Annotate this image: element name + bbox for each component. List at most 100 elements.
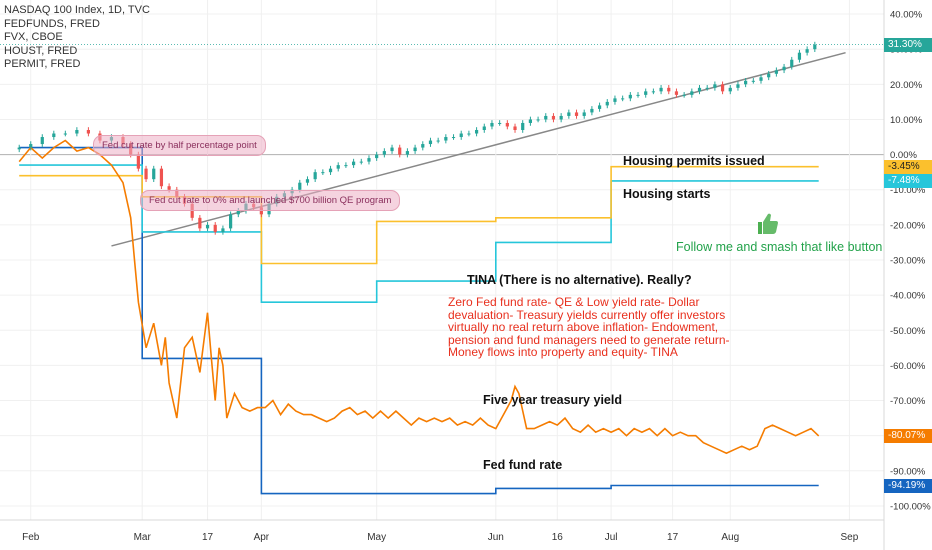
- legend-main: NASDAQ 100 Index, 1D, TVC: [4, 4, 150, 16]
- x-tick-label: Jun: [488, 532, 504, 543]
- candle-body: [597, 105, 602, 109]
- x-tick-label: 17: [202, 532, 214, 543]
- candle-body: [167, 186, 171, 190]
- candle-body: [336, 165, 340, 169]
- legend-fvx: FVX, CBOE: [4, 31, 63, 43]
- candle-body: [459, 133, 463, 138]
- candle-body: [813, 44, 817, 50]
- annotation-treasury-yield: Five year treasury yield: [483, 393, 622, 407]
- x-tick-label: 17: [667, 532, 679, 543]
- x-tick-label: May: [367, 532, 386, 543]
- legend: NASDAQ 100 Index, 1D, TVC FEDFUNDS, FRED…: [4, 4, 150, 72]
- candle-body: [444, 137, 448, 141]
- candle-body: [505, 122, 509, 127]
- candle-body: [428, 140, 433, 145]
- candle-body: [613, 98, 617, 102]
- series-line-fedfunds: [19, 146, 819, 495]
- candle-body: [759, 77, 763, 81]
- y-tick-label: -30.00%: [890, 256, 926, 267]
- x-tick-label: Sep: [841, 532, 859, 543]
- candle-body: [790, 59, 794, 67]
- candle-body: [720, 84, 725, 92]
- candle-body: [805, 49, 809, 53]
- legend-houst: HOUST, FRED: [4, 44, 78, 57]
- series-line-fvx: [18, 139, 820, 455]
- candle-body: [421, 144, 425, 148]
- price-label-fvx: -80.07%: [884, 428, 932, 443]
- candle-body: [436, 140, 440, 142]
- candle-body: [797, 52, 802, 60]
- x-tick-label: Apr: [254, 532, 270, 543]
- candle-body: [705, 87, 709, 89]
- candle-body: [590, 108, 594, 113]
- x-tick-label: Aug: [721, 532, 739, 543]
- candle-body: [713, 84, 717, 88]
- legend-fedfunds: FEDFUNDS, FRED: [4, 17, 100, 30]
- candle-body: [574, 112, 579, 116]
- candle-body: [75, 130, 79, 134]
- candle-body: [367, 158, 371, 162]
- candle-body: [467, 133, 471, 135]
- annotation-tina-title: TINA (There is no alternative). Really?: [467, 273, 692, 287]
- candle-body: [667, 87, 671, 92]
- candle-body: [728, 87, 732, 92]
- candle-body: [136, 154, 140, 169]
- candle-body: [628, 94, 632, 99]
- x-tick-label: Feb: [22, 532, 40, 543]
- annotation-fed-fund-rate: Fed fund rate: [483, 458, 563, 472]
- candle-body: [774, 70, 778, 74]
- candle-body: [352, 161, 356, 166]
- candle-body: [390, 147, 394, 152]
- candle-body: [413, 147, 417, 152]
- candle-body: [40, 137, 44, 145]
- price-label-permit: -3.45%: [884, 159, 932, 174]
- thumbs-up-icon: [758, 213, 778, 234]
- candle-body: [697, 87, 702, 92]
- legend-permit: PERMIT, FRED: [4, 58, 81, 70]
- annotation-like-button: Follow me and smash that like button: [676, 240, 883, 254]
- candle-body: [498, 122, 502, 124]
- annotation-housing-starts: Housing starts: [623, 187, 711, 201]
- candle-body: [605, 101, 609, 106]
- candle-body: [29, 144, 33, 148]
- candle-body: [736, 84, 740, 88]
- annotation-fed-cut-half: Fed cut rate by half percentage point: [93, 135, 266, 156]
- candle-body: [659, 87, 663, 92]
- y-tick-label: -40.00%: [890, 291, 926, 302]
- candle-body: [86, 130, 90, 134]
- x-tick-label: 16: [552, 532, 564, 543]
- candle-body: [229, 214, 233, 229]
- price-label-houst: -7.48%: [884, 173, 932, 188]
- series-line-houst: [19, 164, 819, 303]
- candle-body: [63, 133, 67, 135]
- candle-body: [221, 228, 225, 232]
- candle-body: [328, 168, 333, 173]
- x-tick-label: Mar: [134, 532, 152, 543]
- candle-body: [674, 91, 679, 95]
- candle-body: [567, 112, 571, 116]
- candle-body: [690, 91, 694, 95]
- y-tick-label: -70.00%: [890, 396, 926, 407]
- candle-body: [305, 179, 310, 183]
- candle-body: [344, 165, 348, 167]
- candle-body: [682, 94, 686, 96]
- y-tick-label: -90.00%: [890, 466, 926, 477]
- candle-body: [782, 66, 786, 71]
- y-tick-label: 40.00%: [890, 10, 923, 21]
- y-tick-label: -20.00%: [890, 220, 926, 231]
- candle-body: [482, 126, 486, 130]
- candle-body: [321, 172, 325, 174]
- candle-body: [144, 168, 148, 180]
- price-label-nasdaq: 31.30%: [884, 37, 932, 52]
- x-axis: Feb Mar 17 Apr May Jun 16 Jul 17 Aug Sep: [0, 0, 885, 550]
- y-tick-label: -50.00%: [890, 326, 926, 337]
- candle-body: [451, 137, 456, 139]
- series-layer: [0, 41, 884, 495]
- candle-body: [644, 91, 648, 95]
- candle-body: [17, 147, 21, 150]
- candle-body: [398, 147, 402, 155]
- candle-body: [521, 122, 525, 130]
- candle-body: [513, 126, 517, 130]
- candle-body: [236, 210, 240, 215]
- candle-body: [490, 122, 494, 127]
